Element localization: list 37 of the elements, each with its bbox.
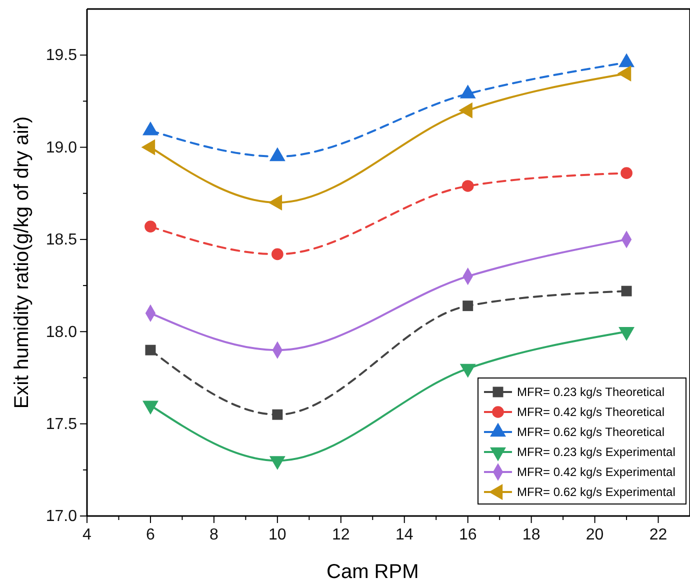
- y-tick-label: 19.0: [46, 139, 78, 156]
- point: [460, 84, 476, 98]
- x-tick-label: 16: [458, 526, 477, 544]
- point: [272, 248, 284, 260]
- legend-label: MFR= 0.62 kg/s Theoretical: [517, 425, 665, 440]
- y-tick-label: 17.0: [46, 508, 78, 526]
- x-axis-title: Cam RPM: [326, 561, 419, 583]
- point: [142, 400, 158, 415]
- legend-label: MFR= 0.42 kg/s Experimental: [517, 465, 676, 480]
- y-tick-label: 17.5: [46, 416, 78, 433]
- x-tick-label: 22: [649, 526, 668, 544]
- legend-label: MFR= 0.23 kg/s Experimental: [517, 445, 676, 460]
- x-tick-label: 8: [209, 526, 218, 544]
- x-tick-label: 18: [522, 526, 540, 544]
- point: [272, 409, 283, 420]
- point: [269, 456, 286, 470]
- x-tick-label: 4: [82, 526, 92, 544]
- point: [462, 180, 474, 192]
- point: [145, 344, 156, 356]
- point: [144, 220, 156, 232]
- y-tick-label: 19.5: [46, 47, 78, 64]
- legend-label: MFR= 0.62 kg/s Experimental: [517, 485, 676, 500]
- x-tick-label: 12: [332, 526, 350, 544]
- point: [618, 53, 634, 68]
- legend-label: MFR= 0.23 kg/s Theoretical: [517, 385, 665, 400]
- y-axis-title: Exit humidity ratio(g/kg of dry air): [11, 116, 33, 409]
- point: [621, 286, 632, 296]
- x-tick-label: 10: [268, 526, 286, 544]
- x-tick-label: 14: [395, 526, 414, 544]
- legend-label: MFR= 0.42 kg/s Theoretical: [517, 405, 665, 420]
- x-tick-label: 6: [146, 526, 156, 544]
- y-tick-label: 18.5: [46, 232, 78, 249]
- point: [460, 364, 476, 378]
- point: [462, 300, 474, 312]
- y-tick-label: 18.0: [46, 324, 78, 341]
- point: [620, 167, 632, 179]
- x-tick-label: 20: [586, 526, 604, 544]
